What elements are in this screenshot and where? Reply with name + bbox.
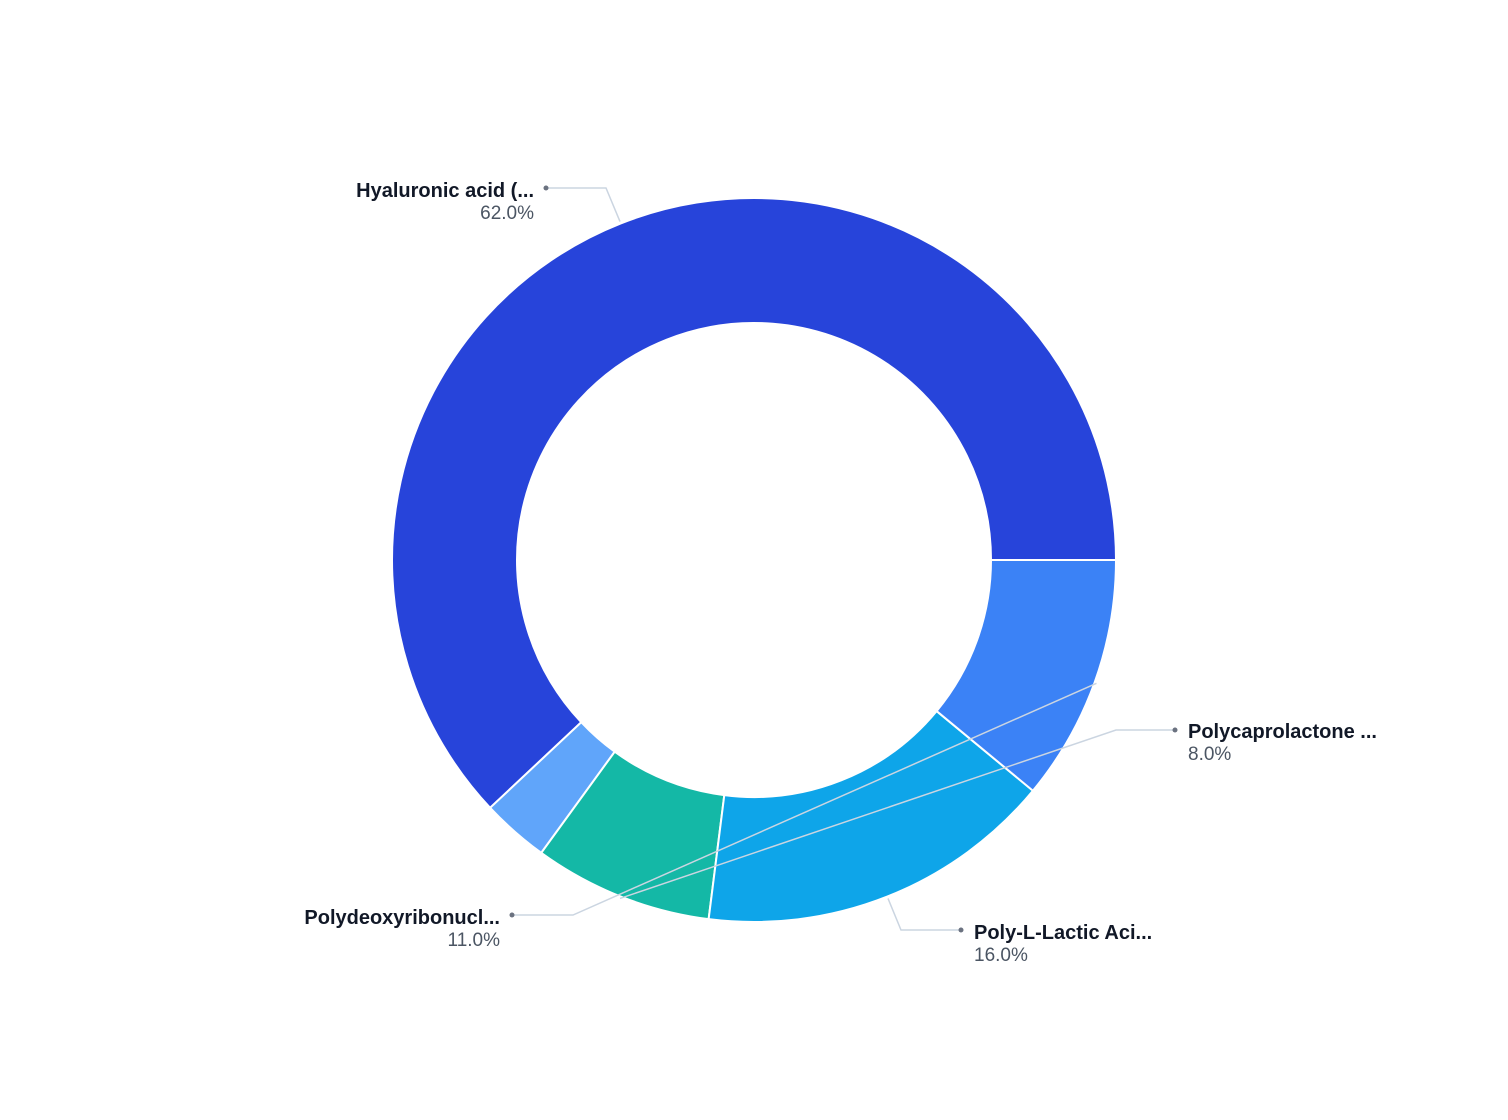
leader-line-4 <box>887 898 961 931</box>
slice-label-3: Polycaprolactone ... <box>1188 721 1377 743</box>
slice-label-1: Hyaluronic acid (... <box>356 180 534 202</box>
slice-value-3: 8.0% <box>1188 744 1231 765</box>
slice-labels: Hyaluronic acid (...62.0% Polycaprolacton… <box>304 180 1377 966</box>
donut-slice-5 <box>935 559 1118 793</box>
leader-dot-5 <box>509 912 515 918</box>
leader-dot-3 <box>1172 727 1178 733</box>
leader-line-5 <box>512 682 1097 916</box>
slice-value-4: 16.0% <box>974 945 1028 966</box>
leader-dot-1 <box>543 185 549 191</box>
leader-line-1 <box>546 187 621 222</box>
donut-slices <box>391 197 1118 923</box>
donut-slice-1 <box>391 197 1118 810</box>
leader-dot-4 <box>958 927 964 933</box>
leader-line-3 <box>619 729 1175 900</box>
slice-value-5: 11.0% <box>448 930 501 951</box>
slice-value-1: 62.0% <box>480 203 534 224</box>
slice-label-5: Polydeoxyribonucl... <box>304 907 500 929</box>
slice-label-4: Poly-L-Lactic Aci... <box>974 922 1152 944</box>
